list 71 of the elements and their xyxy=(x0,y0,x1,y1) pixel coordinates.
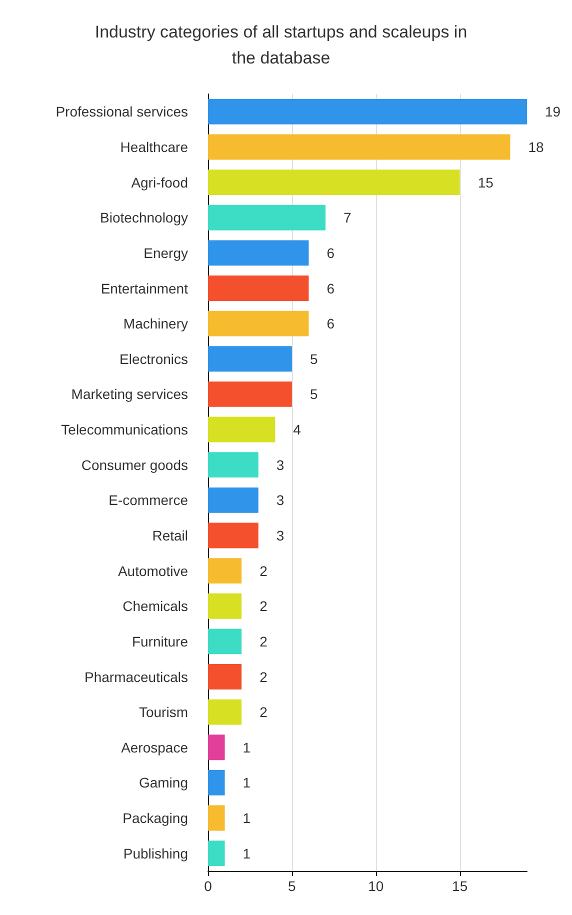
y-tick-label: Aerospace xyxy=(121,739,188,756)
bar xyxy=(208,628,242,654)
data-label: 15 xyxy=(478,174,494,190)
y-tick-label: E-commerce xyxy=(108,492,188,508)
data-label: 5 xyxy=(310,386,318,402)
bar xyxy=(208,346,292,372)
bar xyxy=(208,276,309,301)
y-tick-label: Marketing services xyxy=(71,386,188,402)
bar xyxy=(208,452,258,478)
y-tick-label: Entertainment xyxy=(100,280,188,296)
data-label: 2 xyxy=(260,704,268,720)
bar xyxy=(208,770,225,796)
y-tick-label: Professional services xyxy=(56,104,188,120)
bar xyxy=(208,98,527,124)
bar xyxy=(208,840,225,866)
y-tick-label: Machinery xyxy=(123,316,188,332)
y-tick-label: Electronics xyxy=(120,350,188,367)
data-label: 3 xyxy=(276,527,284,544)
y-tick-label: Gaming xyxy=(138,774,188,791)
data-label: 2 xyxy=(260,668,268,685)
y-tick-label: Pharmaceuticals xyxy=(84,668,188,685)
data-label: 18 xyxy=(528,138,544,155)
bar xyxy=(208,134,510,160)
y-tick-label: Healthcare xyxy=(120,138,188,155)
bar xyxy=(208,204,326,230)
y-tick-label: Agri-food xyxy=(131,174,188,190)
bar xyxy=(208,240,309,266)
x-tick-label: 10 xyxy=(368,878,384,894)
data-label: 4 xyxy=(293,422,302,438)
data-label: 2 xyxy=(260,562,268,579)
bar xyxy=(208,170,460,196)
chart-title: Industry categories of all startups and scaleups in the database xyxy=(94,22,468,68)
x-tick-label: 0 xyxy=(204,878,212,894)
bar xyxy=(208,593,242,619)
y-tick-label: Packaging xyxy=(122,810,188,826)
data-label: 2 xyxy=(260,598,268,614)
y-tick-label: Telecommunications xyxy=(61,422,188,438)
bar xyxy=(208,487,258,513)
data-label: 3 xyxy=(276,456,284,473)
bar xyxy=(208,805,225,831)
data-label: 6 xyxy=(326,316,335,332)
y-tick-label: Energy xyxy=(144,244,188,261)
bar xyxy=(208,310,309,336)
bar xyxy=(208,664,242,690)
data-label: 1 xyxy=(242,739,251,756)
data-label: 6 xyxy=(326,244,335,261)
y-tick-label: Automotive xyxy=(118,562,188,579)
x-tick-label: 5 xyxy=(288,878,296,894)
bar xyxy=(208,416,276,442)
y-tick-label: Biotechnology xyxy=(100,210,188,226)
y-tick-label: Publishing xyxy=(123,845,188,862)
y-tick-label: Consumer goods xyxy=(81,456,188,473)
y-tick-label: Tourism xyxy=(138,704,188,720)
y-tick-label: Retail xyxy=(152,527,188,544)
y-tick-label: Furniture xyxy=(132,633,188,650)
data-label: 1 xyxy=(242,810,251,826)
bar xyxy=(208,522,258,548)
data-label: 2 xyxy=(260,633,268,650)
bar xyxy=(208,734,225,760)
y-tick-label: Chemicals xyxy=(122,598,188,614)
data-label: 3 xyxy=(276,492,284,508)
x-tick-label: 15 xyxy=(452,878,468,894)
bar xyxy=(208,558,242,584)
bar xyxy=(208,699,242,725)
data-label: 7 xyxy=(344,210,352,226)
data-label: 1 xyxy=(242,845,251,862)
data-label: 19 xyxy=(545,104,561,120)
data-label: 1 xyxy=(242,774,251,791)
data-label: 6 xyxy=(326,280,335,296)
data-label: 5 xyxy=(310,350,318,367)
bar xyxy=(208,381,292,407)
